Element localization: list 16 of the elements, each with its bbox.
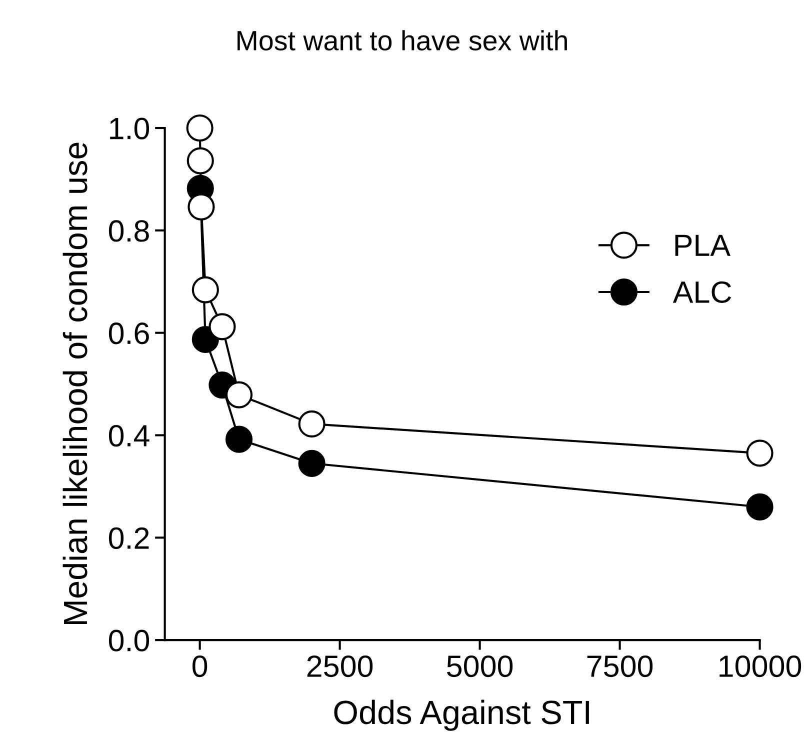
y-tick-label: 0.2 bbox=[108, 527, 149, 550]
x-tick-label: 10000 bbox=[720, 655, 802, 678]
x-tick-label: 7500 bbox=[587, 655, 653, 678]
y-tick-label: 0.0 bbox=[108, 630, 150, 652]
legend-label: ALC bbox=[672, 281, 732, 303]
y-tick-label: 0.8 bbox=[108, 220, 149, 242]
x-tick-label: 5000 bbox=[447, 655, 513, 678]
legend-label: PLA bbox=[675, 234, 731, 256]
y-tick-label: 0.6 bbox=[108, 322, 149, 344]
x-tick-label: 0 bbox=[192, 655, 208, 678]
x-axis-title: Odds Against STI bbox=[334, 700, 589, 731]
y-tick-label: 1.0 bbox=[110, 118, 150, 140]
y-axis-title: Median likelihood of condom use bbox=[62, 142, 88, 624]
y-tick-label: 0.4 bbox=[108, 424, 150, 447]
chart-title: Most want to have sex with bbox=[238, 30, 567, 51]
x-tick-label: 2500 bbox=[307, 655, 373, 678]
